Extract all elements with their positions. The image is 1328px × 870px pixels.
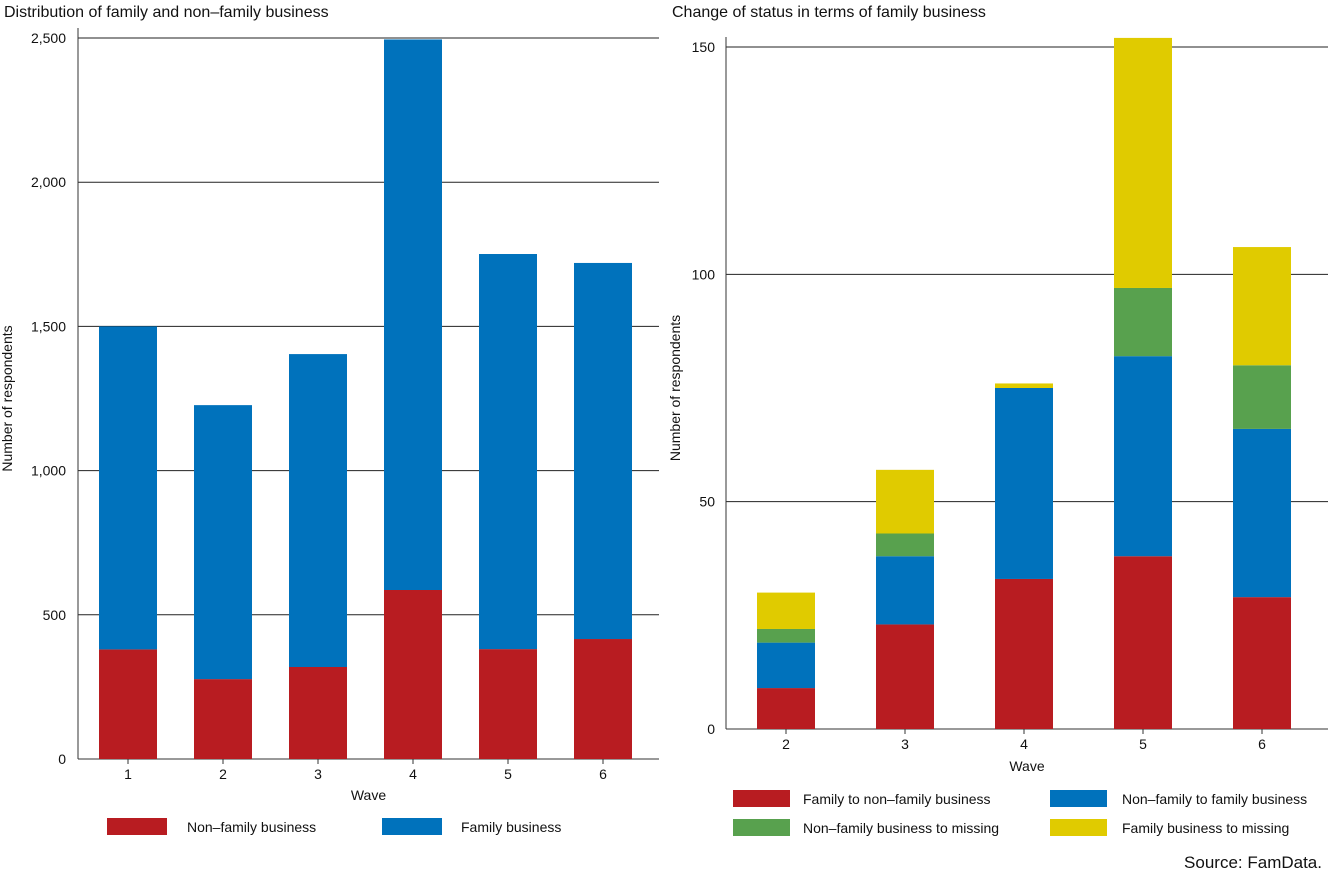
bar-segment-2-wave-5 (479, 254, 537, 650)
legend-label: Family to non–family business (803, 791, 991, 807)
y-tick-label: 100 (692, 266, 716, 282)
bar-segment-1-wave-1 (99, 649, 157, 759)
bar-segment-3-wave-2 (757, 628, 815, 643)
legend: Non–family business Family business (107, 818, 561, 835)
x-tick-label: 3 (901, 736, 909, 752)
legend-label: Non–family business (187, 819, 316, 835)
legend-swatch (1050, 790, 1107, 807)
x-axis-label: Wave (1009, 758, 1044, 774)
bar-segment-2-wave-6 (1233, 428, 1291, 598)
x-tick-label: 6 (1258, 736, 1266, 752)
y-tick-label: 2,000 (31, 174, 66, 190)
bar-segment-1-wave-4 (384, 589, 442, 759)
y-tick-label: 1,000 (31, 463, 66, 479)
y-tick-label: 150 (692, 39, 716, 55)
bar-segment-1-wave-2 (757, 688, 815, 729)
bar-segment-2-wave-1 (99, 326, 157, 650)
y-tick-label: 1,500 (31, 318, 66, 334)
bar-segment-2-wave-5 (1114, 356, 1172, 557)
bar-segment-4-wave-5 (1114, 37, 1172, 288)
x-tick-label: 4 (409, 766, 417, 782)
y-tick-label: 50 (699, 494, 715, 510)
chart-2: Change of status in terms of family busi… (667, 4, 1328, 836)
chart-title: Change of status in terms of family busi… (672, 4, 986, 21)
chart-1: Distribution of family and non–family bu… (0, 4, 659, 835)
source-note: Source: FamData. (1184, 853, 1322, 870)
bar-segment-1-wave-4 (995, 578, 1053, 729)
x-axis-label: Wave (351, 787, 386, 803)
x-tick-label: 2 (219, 766, 227, 782)
legend-swatch (107, 818, 167, 835)
bar-segment-1-wave-6 (574, 639, 632, 759)
x-tick-label: 2 (782, 736, 790, 752)
legend-label: Non–family business to missing (803, 820, 999, 836)
bar-segment-3-wave-3 (876, 533, 934, 557)
bar-segment-1-wave-2 (194, 679, 252, 759)
y-axis-label: Number of respondents (0, 325, 15, 471)
bar-segment-3-wave-5 (1114, 287, 1172, 357)
bar-segment-2-wave-2 (757, 642, 815, 689)
legend-swatch (1050, 819, 1107, 836)
legend-label: Family business (461, 819, 561, 835)
legend-label: Non–family to family business (1122, 791, 1307, 807)
legend-swatch (382, 818, 442, 835)
bar-segment-4-wave-3 (876, 469, 934, 534)
bar-segment-4-wave-4 (995, 383, 1053, 388)
x-tick-label: 5 (1139, 736, 1147, 752)
bar-segment-2-wave-3 (876, 556, 934, 625)
legend: Family to non–family business Non–family … (733, 790, 1307, 836)
x-tick-label: 6 (599, 766, 607, 782)
bar-segment-2-wave-6 (574, 262, 632, 640)
bar-segment-1-wave-3 (289, 667, 347, 759)
bar-segment-1-wave-5 (479, 649, 537, 759)
bar-segment-1-wave-6 (1233, 597, 1291, 729)
legend-swatch (733, 819, 790, 836)
legend-swatch (733, 790, 790, 807)
bar-segment-4-wave-2 (757, 592, 815, 629)
bar-segment-1-wave-3 (876, 624, 934, 729)
x-tick-label: 1 (124, 766, 132, 782)
legend-label: Family business to missing (1122, 820, 1289, 836)
x-tick-label: 3 (314, 766, 322, 782)
y-tick-label: 2,500 (31, 30, 66, 46)
chart-title: Distribution of family and non–family bu… (4, 4, 329, 21)
x-tick-label: 4 (1020, 736, 1028, 752)
y-axis-label: Number of respondents (667, 315, 683, 461)
bar-segment-2-wave-2 (194, 405, 252, 680)
bar-segment-1-wave-5 (1114, 556, 1172, 729)
bar-segment-4-wave-6 (1233, 247, 1291, 366)
bar-segment-3-wave-6 (1233, 365, 1291, 429)
y-tick-label: 0 (707, 721, 715, 737)
x-tick-label: 5 (504, 766, 512, 782)
bar-segment-2-wave-4 (995, 388, 1053, 579)
y-tick-label: 500 (43, 607, 67, 623)
y-tick-label: 0 (58, 751, 66, 767)
bar-segment-2-wave-3 (289, 354, 347, 668)
bar-segment-2-wave-4 (384, 39, 442, 590)
